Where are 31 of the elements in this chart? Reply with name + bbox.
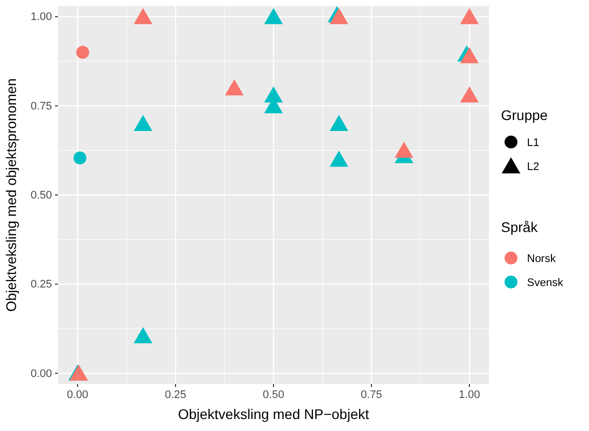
x-tick-label: 1.00 — [458, 388, 480, 401]
point — [460, 47, 479, 64]
point — [330, 114, 348, 132]
x-tick-label: 0.25 — [164, 388, 186, 401]
x-tick-label: 0.75 — [360, 388, 382, 401]
point — [460, 8, 479, 24]
point — [394, 142, 414, 158]
y-tick-label: 1.00 — [30, 11, 52, 24]
legend-label: Svensk — [527, 277, 564, 289]
text: L2 — [527, 161, 540, 173]
y-tick-label: 0.50 — [30, 190, 52, 202]
point — [264, 8, 283, 24]
legend-label: Norsk — [527, 253, 556, 265]
y-tick-label: 0.75 — [30, 100, 52, 112]
point — [76, 46, 90, 59]
point — [134, 8, 152, 24]
point — [74, 151, 86, 164]
point — [134, 327, 152, 344]
point — [330, 150, 348, 167]
legend-title: Gruppe — [501, 107, 548, 123]
y-tick-label: 0.00 — [30, 368, 52, 380]
point — [225, 79, 244, 96]
y-axis-title: Objektveksling med objektspronomen — [3, 78, 19, 312]
text: L1 — [527, 137, 540, 149]
x-tick-label: 0.50 — [262, 388, 284, 401]
point — [134, 114, 152, 132]
x-tick-label: 0.00 — [66, 388, 88, 401]
text: Språk — [501, 219, 539, 235]
x-axis-title: Objektveksling med NP−objekt — [178, 406, 370, 422]
y-tick-label: 0.25 — [30, 278, 52, 291]
point — [460, 86, 479, 103]
